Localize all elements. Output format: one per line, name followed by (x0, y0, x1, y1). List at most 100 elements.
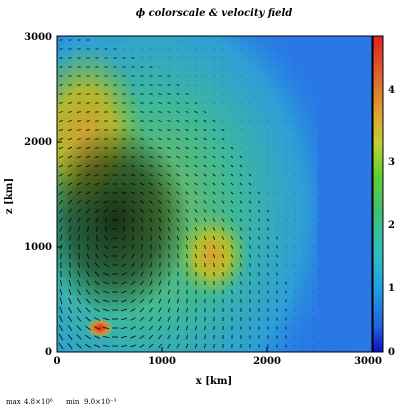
velocity-arrow (185, 173, 189, 177)
velocity-arrow (258, 299, 260, 303)
velocity-arrow (276, 191, 278, 195)
velocity-arrow (366, 273, 368, 275)
velocity-arrow (330, 192, 332, 194)
velocity-arrow (77, 75, 81, 77)
velocity-arrow (213, 334, 215, 340)
velocity-arrow (240, 48, 242, 50)
velocity-arrow (330, 102, 332, 104)
velocity-arrow (294, 299, 296, 303)
velocity-arrow (348, 66, 350, 68)
velocity-arrow (68, 75, 72, 77)
velocity-arrow (158, 307, 162, 313)
velocity-arrow (85, 208, 91, 214)
velocity-arrow (104, 235, 108, 241)
velocity-arrow (357, 228, 359, 230)
velocity-arrow (58, 199, 64, 205)
velocity-arrow (149, 271, 153, 277)
velocity-arrow (266, 254, 270, 258)
velocity-arrow (230, 102, 234, 104)
velocity-arrow (276, 102, 278, 104)
velocity-arrow (76, 307, 82, 313)
velocity-arrow (149, 217, 153, 223)
velocity-arrow (176, 235, 180, 241)
velocity-arrow (194, 110, 198, 114)
velocity-arrow (130, 156, 136, 158)
velocity-arrow (84, 343, 92, 349)
velocity-arrow (60, 270, 62, 278)
velocity-arrow (348, 309, 350, 311)
velocity-arrow (68, 226, 72, 232)
velocity-arrow (78, 235, 80, 241)
velocity-arrow (285, 165, 287, 167)
velocity-arrow (230, 182, 234, 186)
velocity-arrow (121, 244, 127, 250)
velocity-arrow (94, 308, 100, 312)
velocity-arrow (221, 245, 225, 249)
velocity-arrow (176, 155, 180, 159)
velocity-arrow (285, 57, 287, 59)
velocity-arrow (339, 228, 341, 230)
colorbar-tick-label: 1 (388, 283, 395, 294)
velocity-arrow (303, 66, 305, 68)
velocity-arrow (339, 237, 341, 239)
velocity-arrow (59, 48, 63, 50)
velocity-arrow (194, 200, 198, 204)
velocity-arrow (285, 120, 287, 122)
velocity-arrow (221, 209, 225, 213)
velocity-arrow (167, 102, 171, 104)
velocity-arrow (96, 235, 98, 241)
velocity-arrow (294, 57, 296, 59)
velocity-arrow (67, 146, 73, 150)
velocity-arrow (86, 271, 90, 277)
velocity-arrow (248, 227, 252, 231)
velocity-arrow (194, 191, 198, 195)
velocity-arrow (257, 129, 261, 131)
velocity-arrow (185, 244, 189, 250)
velocity-arrow (330, 156, 332, 158)
velocity-arrow (140, 208, 144, 214)
velocity-arrow (366, 201, 368, 203)
velocity-arrow (276, 299, 278, 303)
velocity-arrow (357, 300, 359, 302)
velocity-arrow (194, 173, 198, 177)
velocity-arrow (257, 93, 261, 95)
velocity-arrow (194, 48, 198, 50)
velocity-arrow (203, 102, 207, 104)
velocity-arrow (93, 317, 101, 321)
velocity-arrow (239, 129, 243, 131)
velocity-arrow (221, 254, 225, 258)
velocity-arrow (357, 129, 359, 131)
velocity-arrow (266, 147, 270, 149)
velocity-arrow (167, 316, 171, 322)
velocity-arrow (230, 164, 234, 168)
velocity-arrow (158, 155, 162, 159)
velocity-arrow (303, 200, 305, 204)
velocity-arrow (185, 84, 189, 86)
velocity-arrow (312, 84, 314, 86)
velocity-arrow (102, 326, 110, 330)
velocity-arrow (348, 129, 350, 131)
velocity-arrow (122, 217, 126, 223)
velocity-arrow (230, 155, 234, 159)
velocity-arrow (321, 102, 323, 104)
velocity-arrow (267, 102, 269, 104)
velocity-arrow (176, 128, 180, 132)
velocity-arrow (176, 111, 180, 113)
velocity-arrow (132, 226, 134, 232)
velocity-arrow (357, 102, 359, 104)
velocity-arrow (266, 218, 270, 222)
velocity-arrow (239, 218, 243, 222)
velocity-arrow (231, 290, 233, 294)
velocity-arrow (85, 334, 91, 340)
velocity-arrow (85, 147, 91, 149)
velocity-arrow (257, 102, 261, 104)
velocity-arrow (312, 218, 314, 222)
velocity-arrow (158, 182, 162, 186)
velocity-arrow (248, 155, 252, 159)
velocity-arrow (94, 165, 100, 167)
velocity-arrow (103, 183, 109, 185)
velocity-arrow (130, 289, 136, 295)
velocity-arrow (93, 335, 101, 339)
velocity-arrow (366, 210, 368, 212)
velocity-arrow (366, 165, 368, 167)
